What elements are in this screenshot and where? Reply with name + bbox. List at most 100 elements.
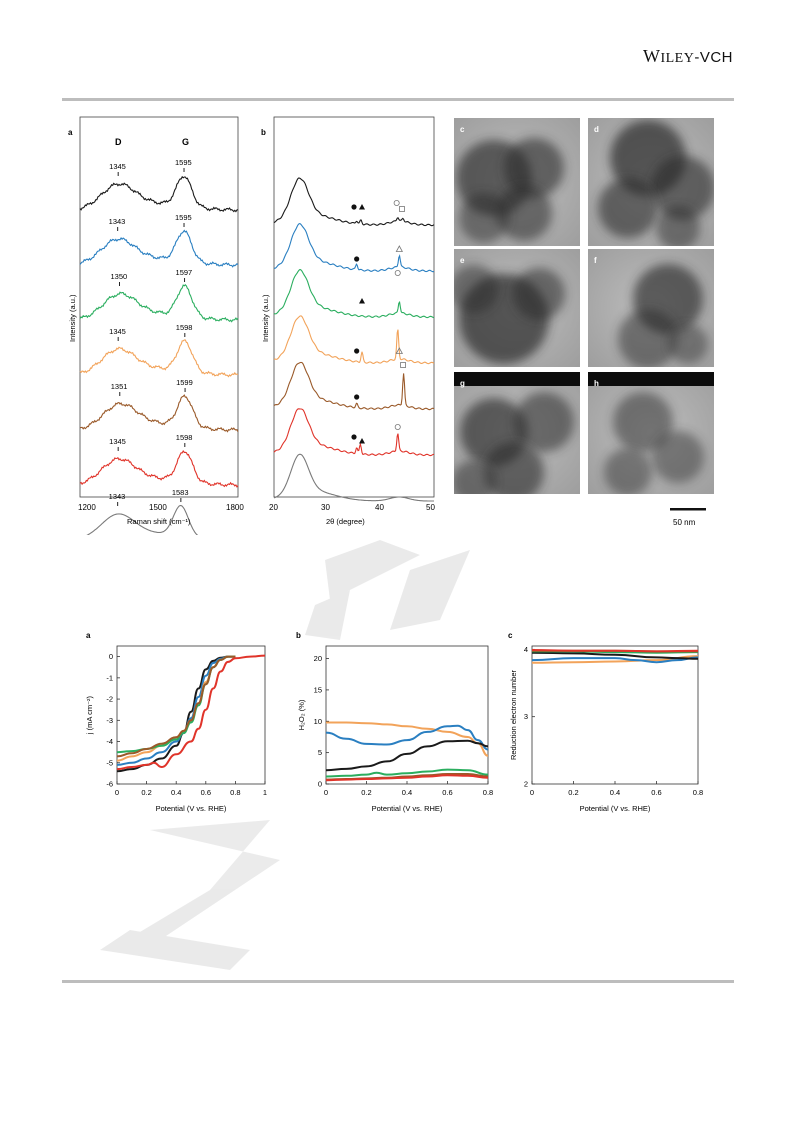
tem-panel-label: e <box>460 256 465 265</box>
raman-xtick: 1800 <box>226 503 244 512</box>
lsv-chart: a 0 0.2 0.4 0.6 0.8 1 0 -1 -2 -3 -4 -5 -6 Potential (V… <box>85 631 267 813</box>
scale-bar-label: 50 nm <box>673 518 696 527</box>
raman-spectrum-red <box>79 449 239 488</box>
y-tick-label: -1 <box>106 673 113 682</box>
phase-marker-filled-circle <box>351 204 357 210</box>
y-tick-label: 15 <box>314 685 322 694</box>
xrd-xtick: 40 <box>375 503 384 512</box>
tem-image-d: d <box>588 118 714 246</box>
x-axis-label: Potential (V vs. RHE) <box>580 804 651 813</box>
tem-panel-label: h <box>594 379 599 388</box>
y-tick-label: -3 <box>106 716 113 725</box>
x-tick-label: 0.2 <box>568 788 578 797</box>
x-tick-label: 0.8 <box>693 788 703 797</box>
x-axis-label: Potential (V vs. RHE) <box>372 804 443 813</box>
raman-d-band-label: D <box>115 137 122 147</box>
series-line-blue <box>325 724 489 751</box>
xrd-y-axis-label: Intensity (a.u.) <box>261 294 270 342</box>
xrd-pattern-black <box>273 177 435 227</box>
phase-marker-filled-circle <box>354 348 360 354</box>
series-line-orange <box>326 721 489 757</box>
y-tick-label: 20 <box>314 654 322 663</box>
series-line-blue <box>116 655 236 766</box>
phase-marker-open-circle <box>394 269 401 276</box>
raman-spectrum-brown <box>79 394 239 433</box>
series-line-brown <box>116 655 236 758</box>
tem-image-e: e <box>454 249 580 367</box>
tem-panel-label: d <box>594 125 599 134</box>
chart-panel-label: a <box>86 631 91 640</box>
raman-spectrum-blue <box>79 229 239 268</box>
tem-image-h: h <box>588 372 714 494</box>
phase-marker-filled-circle <box>354 394 360 400</box>
plot-frame <box>116 645 266 785</box>
tem-image-g: g <box>454 372 580 494</box>
x-tick-label: 0.6 <box>201 788 211 797</box>
xrd-pattern-green <box>273 269 435 319</box>
d-peak-label: 1343 <box>109 217 126 226</box>
d-peak-label: 1345 <box>109 162 126 171</box>
y-tick-label: 3 <box>524 712 528 721</box>
xrd-panel-label: b <box>261 128 266 137</box>
plot-frame <box>325 645 489 785</box>
xrd-pattern-gray <box>273 453 434 502</box>
x-tick-label: 0.4 <box>402 788 412 797</box>
raman-xtick: 1200 <box>78 503 96 512</box>
scale-bar <box>670 508 706 511</box>
g-peak-label: 1595 <box>175 213 192 222</box>
xrd-x-axis-label: 2θ (degree) <box>326 517 365 526</box>
g-peak-label: 1597 <box>176 268 193 277</box>
tem-panel-label: f <box>594 256 597 265</box>
raman-panel: a D G 1345 1595 1343 1595 1350 1597 1345 1598 13… <box>68 116 244 541</box>
phase-marker-filled-triangle <box>359 298 365 304</box>
xrd-pattern-red <box>273 408 435 457</box>
xrd-frame <box>273 116 435 498</box>
x-tick-label: 0.2 <box>141 788 151 797</box>
y-axis-label: j (mA cm⁻²) <box>85 695 94 735</box>
y-tick-label: -4 <box>106 737 113 746</box>
y-axis-label: Reduction electron number <box>509 669 518 760</box>
x-tick-label: 0.8 <box>230 788 240 797</box>
d-peak-label: 1345 <box>109 327 126 336</box>
phase-marker-filled-triangle <box>359 204 365 210</box>
tem-panel-label: c <box>460 125 465 134</box>
series-line-black <box>531 651 699 660</box>
x-tick-label: 0.2 <box>361 788 371 797</box>
plot-frame <box>531 645 699 785</box>
electron-number-chart: c 0 0.2 0.4 0.6 0.8 2 3 4 Potential (V vs. RHE) Re… <box>508 631 703 813</box>
figure-1: a D G 1345 1595 1343 1595 1350 1597 1345 1598 13… <box>64 110 736 541</box>
series-line-red <box>531 649 699 653</box>
x-tick-label: 1 <box>263 788 267 797</box>
x-tick-label: 0 <box>530 788 534 797</box>
x-tick-label: 0 <box>115 788 119 797</box>
d-peak-label: 1345 <box>109 437 126 446</box>
series-line-blue <box>531 656 699 664</box>
x-tick-label: 0 <box>324 788 328 797</box>
x-tick-label: 0.6 <box>442 788 452 797</box>
x-tick-label: 0.8 <box>483 788 493 797</box>
series-line-black <box>325 739 489 772</box>
x-tick-label: 0.4 <box>171 788 181 797</box>
series-line-red <box>116 654 266 771</box>
raman-spectrum-black <box>79 175 239 213</box>
g-peak-label: 1583 <box>172 488 189 497</box>
phase-marker-open-circle <box>393 200 400 207</box>
xrd-panel: b 20 30 40 50 2θ (degree) Intensity (a.u… <box>261 116 435 526</box>
y-tick-label: 10 <box>314 717 322 726</box>
y-tick-label: 5 <box>318 748 322 757</box>
phase-marker-filled-circle <box>354 256 360 262</box>
phase-marker-open-square <box>399 206 405 212</box>
raman-x-axis-label: Raman shift (cm⁻¹) <box>127 517 191 526</box>
g-peak-label: 1595 <box>175 158 192 167</box>
phase-marker-filled-triangle <box>359 438 365 444</box>
series-line-red <box>325 774 489 782</box>
figure-2: a 0 0.2 0.4 0.6 0.8 1 0 -1 -2 -3 -4 -5 -6 Potential (V… <box>64 622 736 832</box>
phase-marker-open-triangle <box>395 245 404 252</box>
phase-marker-filled-circle <box>351 434 357 440</box>
phase-marker-open-square <box>400 362 406 368</box>
series-line-orange <box>531 655 699 664</box>
publisher-logo: WILEY-VCH <box>642 46 733 66</box>
y-tick-label: 4 <box>524 645 528 654</box>
tem-image-f: f <box>588 249 714 367</box>
tem-panel-label: g <box>460 379 465 388</box>
